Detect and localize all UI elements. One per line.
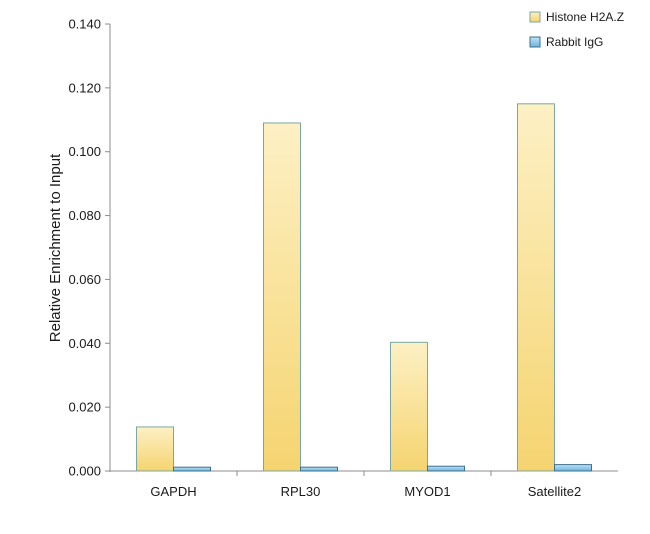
bar-igg-satellite2 xyxy=(554,464,592,472)
bar-igg-gapdh xyxy=(173,466,211,472)
y-tick-label: 0.120 xyxy=(68,80,101,95)
legend: Histone H2A.Z Rabbit IgG xyxy=(529,10,624,49)
x-tick-label: MYOD1 xyxy=(404,484,450,499)
y-tick-label: 0.000 xyxy=(68,464,101,479)
bar-igg-rpl30 xyxy=(300,466,338,472)
y-axis-ticks: 0.000 0.020 0.040 0.060 0.080 0.100 0.120 0.140 xyxy=(68,17,110,479)
bar-series xyxy=(136,103,592,472)
legend-swatch-igg xyxy=(529,36,541,48)
x-tick-label: Satellite2 xyxy=(528,484,581,499)
bar-igg-myod1 xyxy=(427,465,465,472)
x-axis-ticks: GAPDH RPL30 MYOD1 Satellite2 xyxy=(150,471,581,499)
bar-histone-rpl30 xyxy=(263,122,301,472)
bar-histone-myod1 xyxy=(390,341,428,472)
y-tick-label: 0.080 xyxy=(68,208,101,223)
legend-label-igg: Rabbit IgG xyxy=(546,35,603,49)
y-tick-label: 0.040 xyxy=(68,336,101,351)
bar-histone-gapdh xyxy=(136,426,174,472)
y-tick-label: 0.140 xyxy=(68,17,101,32)
y-tick-label: 0.020 xyxy=(68,400,101,415)
legend-label-histone: Histone H2A.Z xyxy=(546,10,624,24)
x-tick-label: RPL30 xyxy=(281,484,321,499)
bar-histone-satellite2 xyxy=(517,103,555,472)
x-tick-label: GAPDH xyxy=(150,484,196,499)
legend-swatch-histone xyxy=(529,11,541,23)
y-tick-label: 0.060 xyxy=(68,272,101,287)
y-axis-title: Relative Enrichment to Input xyxy=(47,153,64,342)
y-tick-label: 0.100 xyxy=(68,144,101,159)
